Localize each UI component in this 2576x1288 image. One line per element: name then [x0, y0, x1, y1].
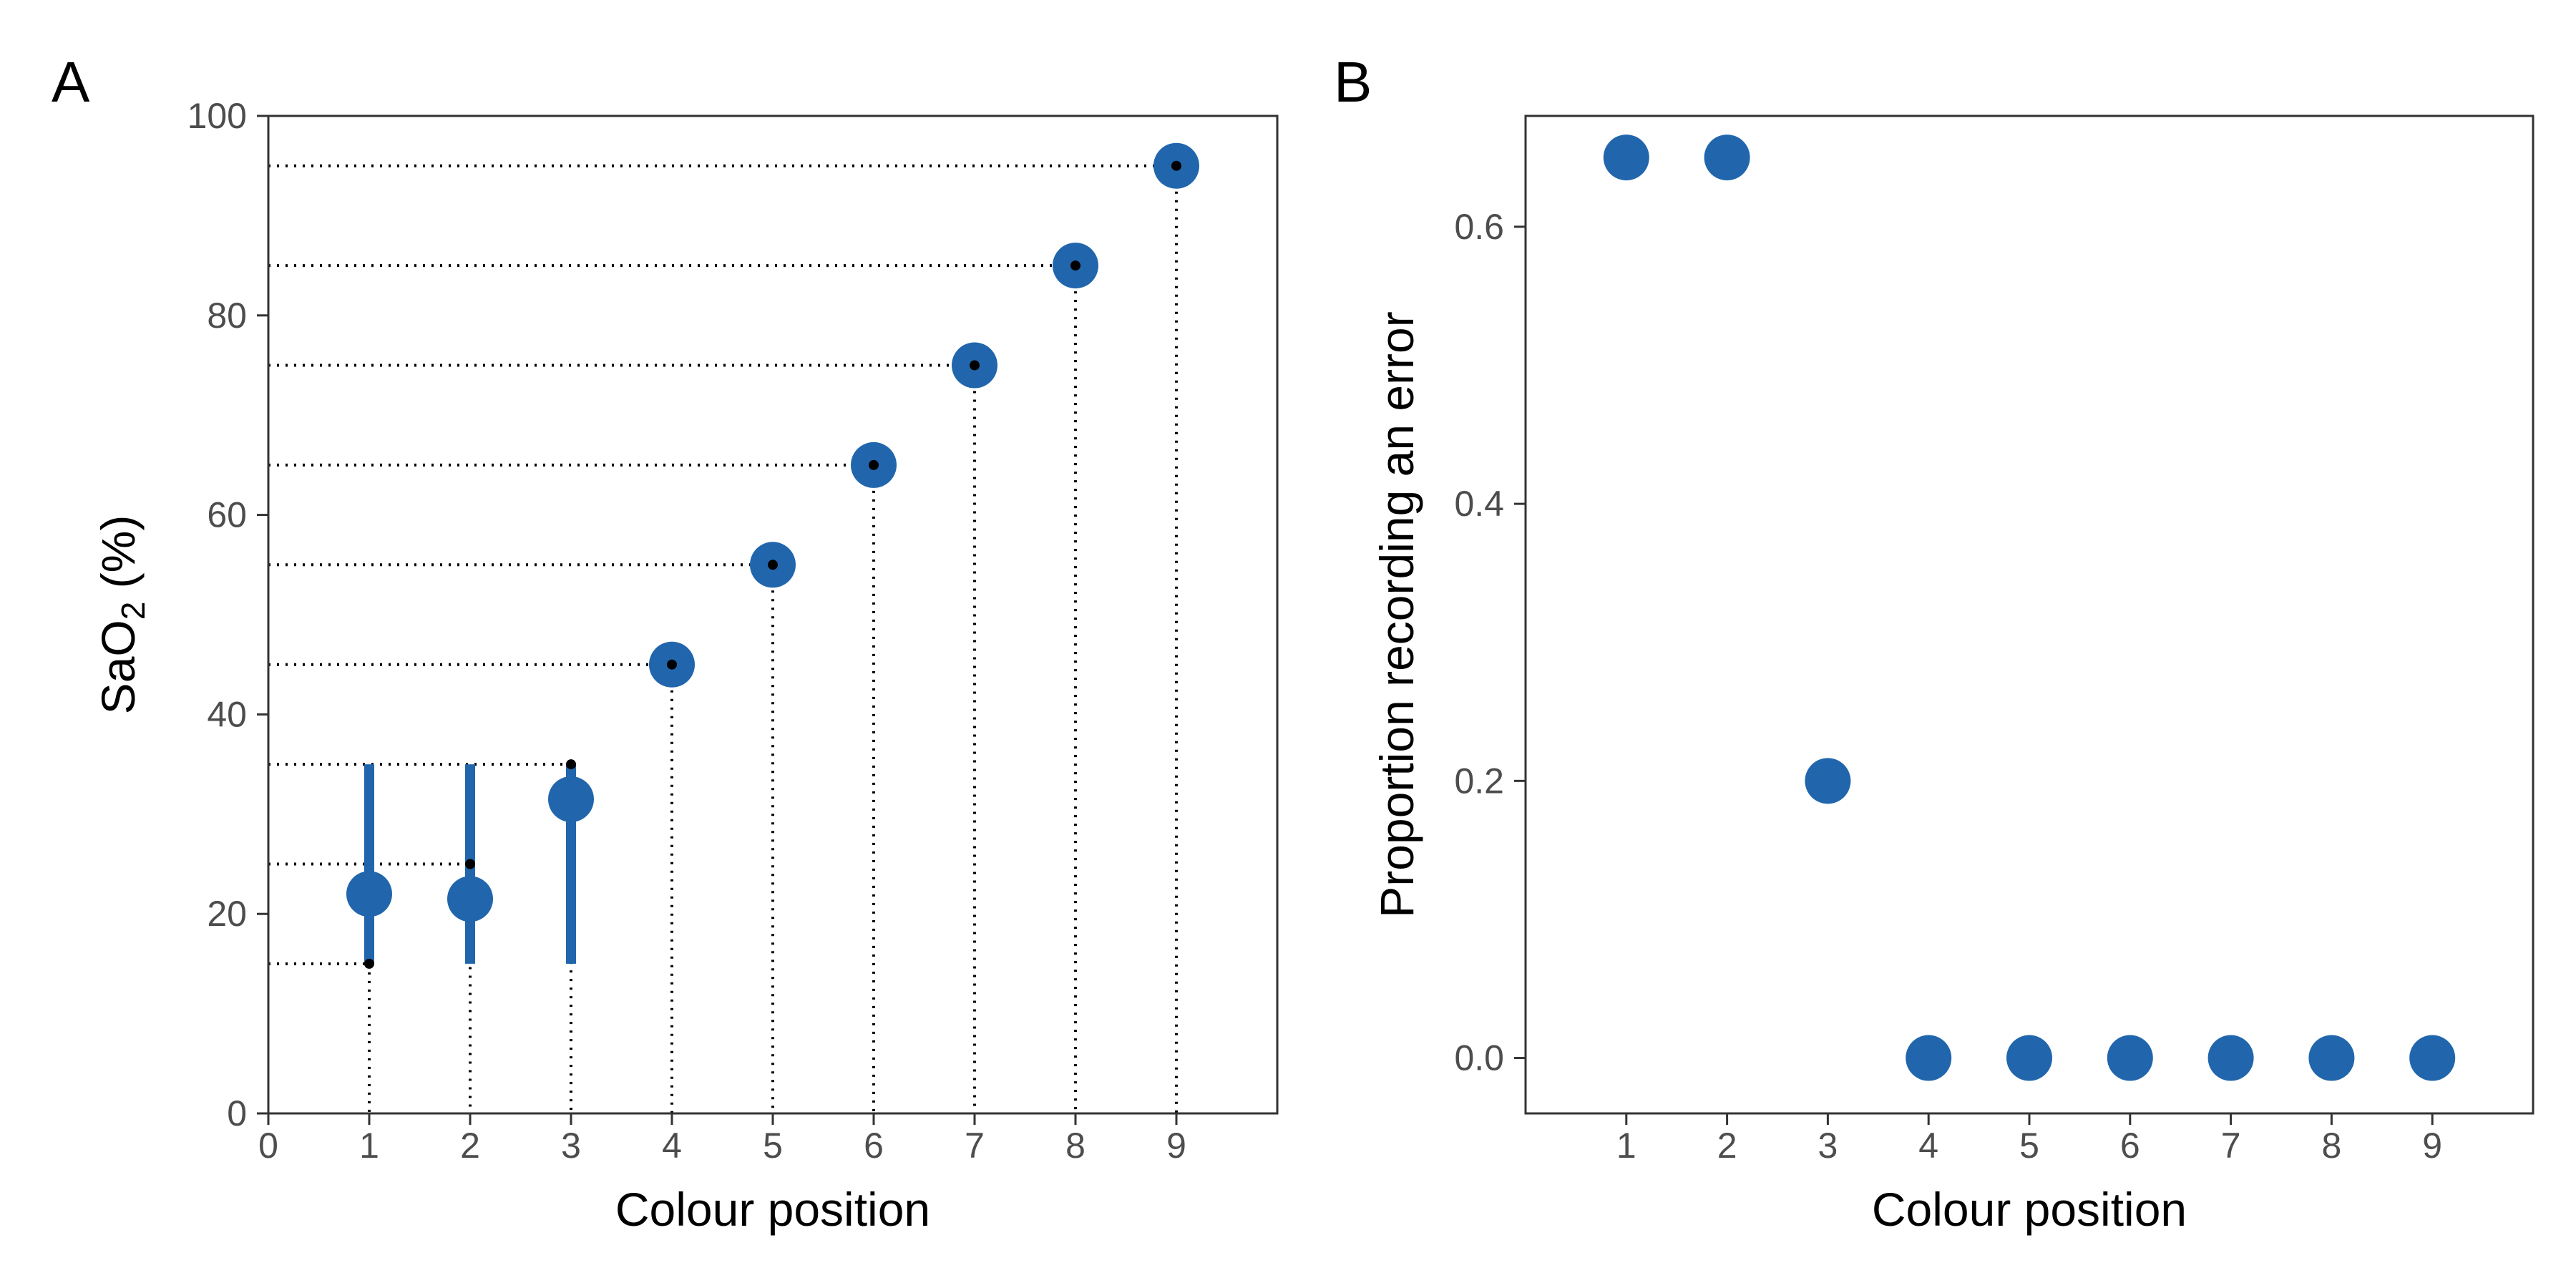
x-tick-label-9: 9 [2422, 1126, 2442, 1166]
error-proportion-point-8 [2308, 1035, 2355, 1081]
true-value-dot-1 [364, 958, 374, 969]
y-tick-label-0: 0.0 [1454, 1038, 1504, 1078]
panel-b-points [1603, 135, 2456, 1081]
error-proportion-point-7 [2207, 1035, 2254, 1081]
panel-b-y-axis-title: Proportion recording an error [1370, 311, 1423, 917]
x-tick-label-6: 6 [2120, 1126, 2140, 1166]
error-proportion-point-9 [2409, 1035, 2456, 1081]
error-proportion-point-3 [1805, 758, 1851, 804]
error-proportion-point-4 [1906, 1035, 1952, 1081]
mean-point-1 [346, 871, 392, 917]
panel-a-y-axis-title-subscript: 2 [114, 602, 152, 620]
x-tick-label-3: 3 [561, 1126, 581, 1166]
y-tick-label-3: 0.6 [1454, 207, 1504, 247]
true-value-dot-8 [1070, 260, 1080, 271]
panel-b-x-axis-title: Colour position [1872, 1183, 2187, 1236]
true-value-dot-4 [667, 659, 677, 670]
true-value-dot-5 [768, 560, 778, 570]
true-value-dot-7 [970, 360, 980, 371]
x-tick-label-4: 4 [1918, 1126, 1938, 1166]
panel-a-x-ticks: 0 1 2 3 4 5 6 7 8 9 [258, 1113, 1186, 1166]
panel-a-y-axis-title: SaO2 (%) [92, 515, 152, 715]
x-tick-label-7: 7 [2221, 1126, 2241, 1166]
panel-a-frame [267, 114, 1279, 1115]
x-tick-label-6: 6 [864, 1126, 884, 1166]
y-tick-label-1: 0.2 [1454, 761, 1504, 801]
x-tick-label-5: 5 [2019, 1126, 2039, 1166]
true-value-dot-9 [1171, 160, 1181, 171]
y-tick-label-20: 20 [207, 894, 247, 934]
panel-a-y-axis-title-main: SaO [92, 620, 145, 714]
error-proportion-point-2 [1704, 135, 1750, 181]
x-tick-label-9: 9 [1166, 1126, 1186, 1166]
x-tick-label-1: 1 [1616, 1126, 1636, 1166]
mean-point-2 [447, 876, 493, 922]
y-tick-label-60: 60 [207, 495, 247, 535]
x-tick-label-5: 5 [763, 1126, 783, 1166]
panel-b-y-ticks: 0.0 0.2 0.4 0.6 [1454, 207, 1526, 1078]
panel-a: A 0 1 2 3 4 5 6 7 8 9 0 20 40 60 80 100 Colour positio… [52, 50, 1279, 1236]
panel-b: B 1 2 3 4 5 6 7 8 9 0.0 0.2 0.4 0.6 Colour position… [1334, 50, 2534, 1236]
true-value-dot-3 [566, 759, 576, 770]
error-proportion-point-1 [1603, 135, 1649, 181]
panel-b-frame [1524, 114, 2534, 1115]
panel-a-tag: A [52, 50, 90, 114]
y-tick-label-0: 0 [227, 1093, 247, 1133]
panel-b-x-ticks: 1 2 3 4 5 6 7 8 9 [1616, 1113, 2442, 1166]
error-proportion-point-6 [2107, 1035, 2153, 1081]
x-tick-label-2: 2 [1717, 1126, 1737, 1166]
x-tick-label-4: 4 [662, 1126, 682, 1166]
y-tick-label-40: 40 [207, 694, 247, 734]
panel-a-x-axis-title: Colour position [615, 1183, 930, 1236]
x-tick-label-0: 0 [258, 1126, 278, 1166]
panel-a-y-axis-title-unit: (%) [92, 515, 145, 602]
y-tick-label-80: 80 [207, 296, 247, 336]
y-tick-label-100: 100 [187, 96, 247, 136]
panel-a-guides [268, 164, 1178, 1113]
x-tick-label-8: 8 [2321, 1126, 2341, 1166]
panel-a-y-ticks: 0 20 40 60 80 100 [187, 96, 268, 1133]
panel-b-tag: B [1334, 50, 1372, 114]
x-tick-label-7: 7 [965, 1126, 985, 1166]
x-tick-label-8: 8 [1065, 1126, 1085, 1166]
mean-point-3 [548, 776, 594, 822]
true-value-dot-2 [465, 859, 475, 869]
y-tick-label-2: 0.4 [1454, 484, 1504, 524]
x-tick-label-2: 2 [460, 1126, 480, 1166]
x-tick-label-3: 3 [1818, 1126, 1838, 1166]
panel-a-true-points [364, 160, 1181, 969]
true-value-dot-6 [869, 459, 879, 470]
x-tick-label-1: 1 [359, 1126, 379, 1166]
error-proportion-point-5 [2006, 1035, 2052, 1081]
